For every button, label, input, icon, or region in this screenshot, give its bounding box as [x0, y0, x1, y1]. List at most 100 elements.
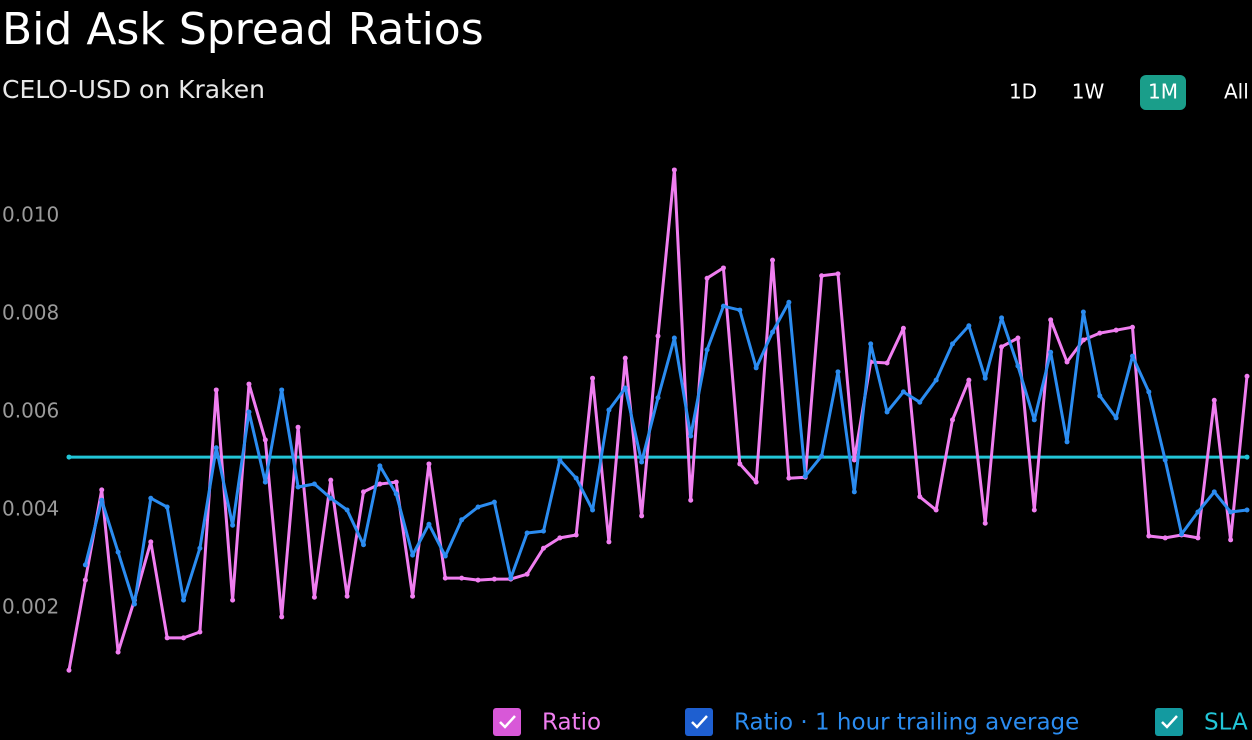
- data-point: [753, 365, 759, 371]
- data-point: [246, 381, 252, 387]
- legend-check[interactable]: [691, 715, 708, 729]
- data-point: [66, 454, 72, 460]
- range-button[interactable]: 1D: [1009, 80, 1037, 104]
- data-point: [655, 395, 661, 401]
- data-point: [1244, 373, 1250, 379]
- range-button[interactable]: 1W: [1072, 80, 1105, 104]
- data-point: [982, 520, 988, 526]
- legend-checkbox[interactable]: [493, 708, 521, 736]
- data-point: [230, 597, 236, 603]
- data-point: [328, 495, 334, 501]
- data-point: [590, 375, 596, 381]
- data-point: [295, 424, 301, 430]
- data-point: [999, 344, 1005, 350]
- data-point: [802, 473, 808, 479]
- data-point: [639, 513, 645, 519]
- data-point: [1080, 309, 1086, 315]
- data-point: [835, 369, 841, 375]
- data-point: [1211, 489, 1217, 495]
- data-point: [1031, 507, 1037, 513]
- data-point: [1179, 531, 1185, 537]
- data-point: [393, 491, 399, 497]
- data-point: [426, 461, 432, 467]
- data-point: [1228, 509, 1234, 515]
- data-point: [1129, 324, 1135, 330]
- chart-subtitle: CELO-USD on Kraken: [2, 75, 265, 104]
- data-point: [148, 539, 154, 545]
- range-button[interactable]: 1M: [1148, 80, 1178, 104]
- range-button[interactable]: All: [1224, 80, 1249, 104]
- data-point: [884, 360, 890, 366]
- data-point: [328, 477, 334, 483]
- legend-label[interactable]: Ratio: [542, 710, 601, 736]
- data-point: [1015, 363, 1021, 369]
- data-point: [737, 461, 743, 467]
- data-point: [688, 497, 694, 503]
- data-point: [606, 539, 612, 545]
- y-tick-label: 0.004: [2, 497, 59, 521]
- data-point: [999, 315, 1005, 321]
- data-point: [197, 545, 203, 551]
- legend-checkbox[interactable]: [1155, 708, 1183, 736]
- data-point: [1048, 349, 1054, 355]
- data-point: [377, 463, 383, 469]
- data-point: [508, 575, 514, 581]
- data-point: [82, 577, 88, 583]
- data-point: [164, 635, 170, 641]
- data-point: [1015, 335, 1021, 341]
- data-point: [1162, 535, 1168, 541]
- data-point: [786, 299, 792, 305]
- y-tick-label: 0.002: [2, 595, 59, 619]
- range-button-active[interactable]: [1140, 75, 1186, 110]
- data-point: [262, 437, 268, 443]
- data-point: [295, 484, 301, 490]
- data-point: [426, 521, 432, 527]
- legend-label[interactable]: SLA: [1204, 710, 1248, 736]
- data-point: [950, 417, 955, 423]
- data-point: [573, 532, 579, 538]
- data-point: [361, 542, 366, 548]
- data-point: [884, 409, 890, 415]
- data-point: [786, 475, 792, 481]
- data-point: [491, 499, 497, 505]
- legend-label[interactable]: Ratio · 1 hour trailing average: [734, 710, 1079, 736]
- data-point: [131, 601, 137, 607]
- series-line: [83, 300, 1248, 606]
- data-point: [279, 614, 285, 620]
- data-point: [819, 273, 825, 279]
- data-point: [557, 457, 563, 463]
- data-point: [704, 275, 710, 281]
- data-point: [475, 504, 481, 510]
- data-point: [1113, 415, 1119, 421]
- data-point: [819, 453, 825, 459]
- data-point: [1064, 439, 1070, 445]
- data-point: [197, 629, 203, 635]
- data-point: [377, 481, 383, 487]
- legend-check[interactable]: [499, 715, 516, 729]
- data-point: [1244, 507, 1250, 513]
- data-point: [1048, 317, 1054, 323]
- legend-check[interactable]: [1161, 715, 1178, 729]
- data-point: [1211, 397, 1217, 403]
- data-point: [753, 479, 759, 485]
- data-point: [590, 507, 596, 513]
- data-point: [655, 333, 661, 339]
- data-point: [66, 667, 72, 673]
- data-point: [933, 377, 939, 383]
- data-point: [671, 167, 677, 173]
- data-point: [344, 507, 350, 513]
- data-point: [230, 522, 236, 528]
- legend-checkbox[interactable]: [685, 708, 713, 736]
- data-point: [737, 307, 743, 313]
- data-point: [851, 489, 857, 495]
- data-point: [361, 489, 366, 495]
- data-point: [900, 389, 906, 395]
- data-point: [1146, 389, 1152, 395]
- data-point: [1113, 327, 1119, 333]
- data-point: [393, 479, 399, 485]
- data-point: [1064, 359, 1070, 365]
- data-point: [720, 303, 726, 309]
- data-point: [459, 517, 465, 523]
- data-point: [835, 271, 841, 277]
